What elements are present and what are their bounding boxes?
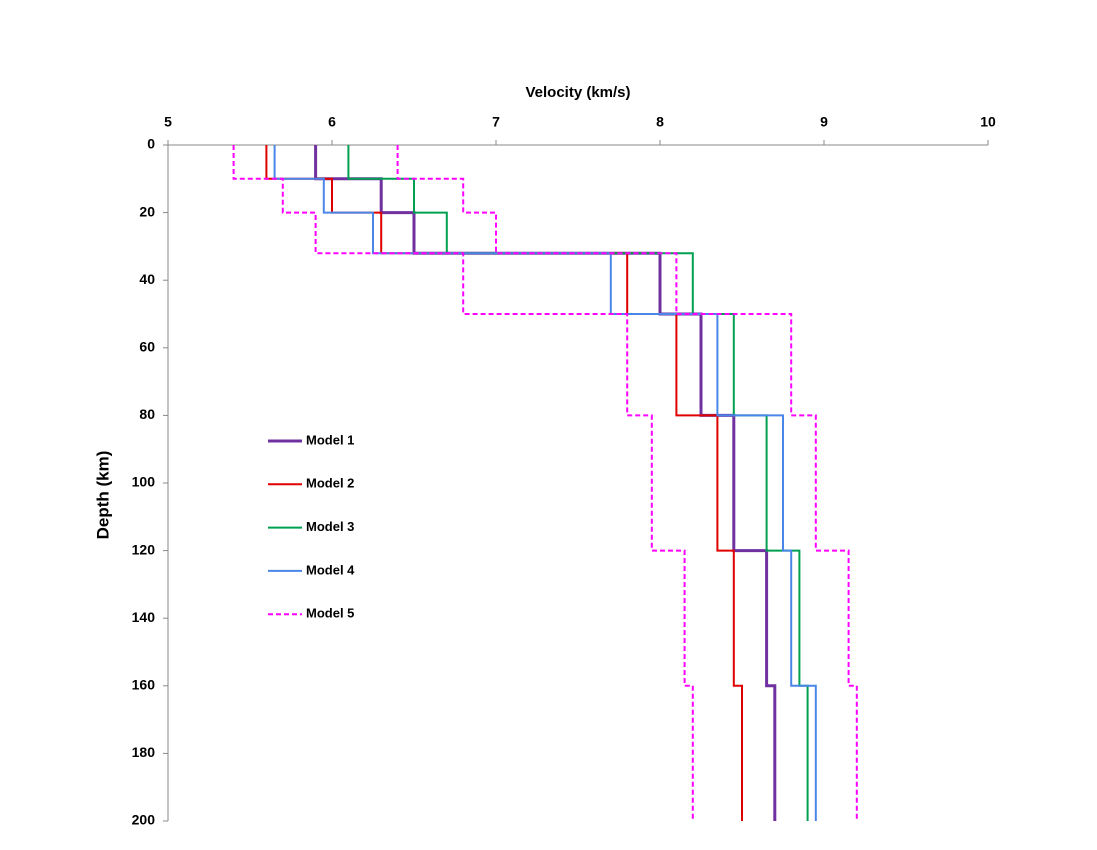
y-tick-label: 120 (132, 541, 156, 557)
y-tick-label: 200 (132, 812, 156, 828)
y-tick-label: 100 (132, 474, 156, 490)
legend-label: Model 4 (306, 562, 355, 577)
x-tick-label: 10 (980, 114, 996, 130)
legend-label: Model 2 (306, 476, 354, 491)
legend-label: Model 1 (306, 432, 354, 447)
x-tick-label: 9 (820, 114, 828, 130)
legend-label: Model 5 (306, 606, 354, 621)
x-tick-label: 8 (656, 114, 664, 130)
series-line (273, 145, 817, 821)
y-tick-label: 140 (132, 609, 156, 625)
series-line (347, 145, 809, 821)
y-tick-label: 80 (139, 406, 155, 422)
y-tick-label: 20 (139, 203, 155, 219)
x-tick-label: 5 (164, 114, 172, 130)
y-tick-label: 40 (139, 271, 155, 287)
y-axis-title: Depth (km) (93, 451, 112, 540)
y-tick-label: 0 (147, 136, 155, 152)
y-tick-label: 180 (132, 744, 156, 760)
x-tick-label: 7 (492, 114, 500, 130)
legend-label: Model 3 (306, 519, 354, 534)
y-tick-label: 60 (139, 339, 155, 355)
x-axis-title: Velocity (km/s) (525, 84, 630, 101)
series-line (314, 145, 777, 821)
y-tick-label: 160 (132, 677, 156, 693)
series-line (232, 145, 858, 821)
x-tick-label: 6 (328, 114, 336, 130)
